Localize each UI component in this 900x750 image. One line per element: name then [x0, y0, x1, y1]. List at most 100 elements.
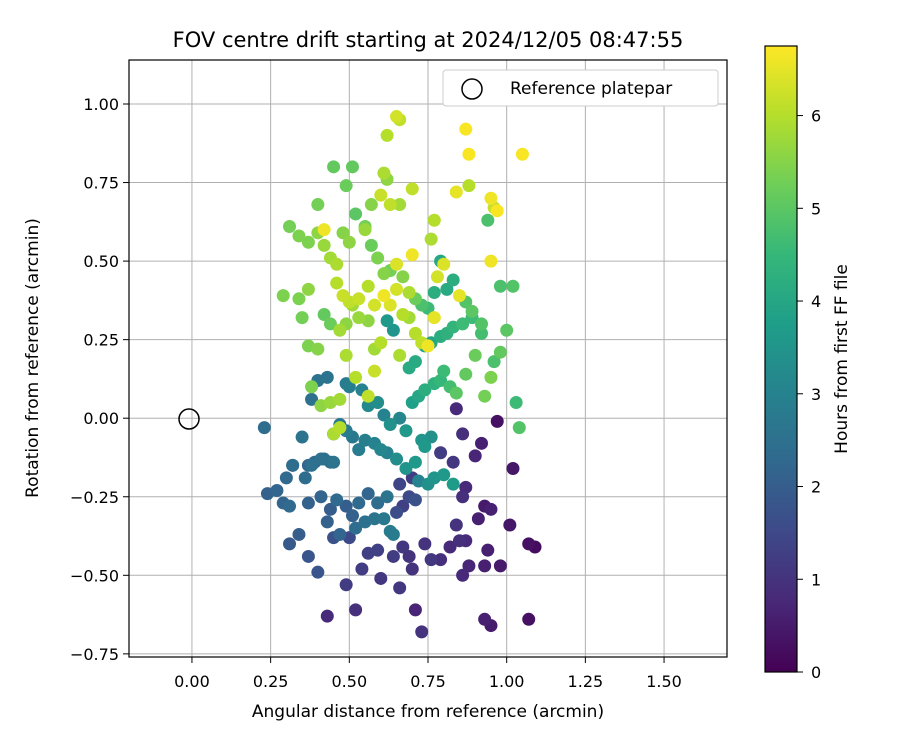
- data-point: [493, 279, 507, 293]
- colorbar-ticks: 0 1 2 3 4 5 6: [797, 107, 821, 682]
- data-point: [456, 490, 470, 504]
- y-axis-ticks: −0.75 −0.50 −0.25 0.00 0.25 0.50 0.75 1.00: [70, 95, 129, 664]
- data-point: [465, 304, 479, 318]
- legend-box: [442, 69, 719, 107]
- data-point: [367, 298, 381, 312]
- data-point: [345, 509, 359, 523]
- data-point: [330, 257, 344, 271]
- data-point: [371, 496, 385, 510]
- data-point: [437, 364, 451, 378]
- data-point: [380, 490, 394, 504]
- data-point: [333, 392, 347, 406]
- data-point: [352, 443, 366, 457]
- data-point: [408, 493, 422, 507]
- data-point: [342, 235, 356, 249]
- data-point: [506, 279, 520, 293]
- data-point: [386, 549, 400, 563]
- data-point: [320, 370, 334, 384]
- data-point: [386, 527, 400, 541]
- data-point: [405, 562, 419, 576]
- data-point: [393, 198, 407, 212]
- x-tick-label: 1.50: [646, 672, 682, 691]
- data-point: [440, 282, 454, 296]
- data-point: [427, 213, 441, 227]
- data-point: [449, 386, 463, 400]
- data-point: [323, 317, 337, 331]
- data-point: [349, 521, 363, 535]
- data-point: [292, 229, 306, 243]
- y-tick-label: 0.00: [83, 409, 119, 428]
- x-tick-label: 1.00: [489, 672, 525, 691]
- y-tick-label: 0.75: [83, 174, 119, 193]
- data-point: [270, 483, 284, 497]
- colorbar-label: Hours from first FF file: [832, 264, 852, 454]
- data-point: [374, 336, 388, 350]
- data-point: [493, 345, 507, 359]
- data-point: [522, 537, 536, 551]
- data-point: [408, 455, 422, 469]
- legend: Reference platepar: [442, 69, 719, 107]
- data-point: [314, 452, 328, 466]
- data-point: [301, 549, 315, 563]
- data-point: [427, 286, 441, 300]
- data-point: [317, 238, 331, 252]
- data-point: [449, 518, 463, 532]
- data-point: [427, 311, 441, 325]
- data-point: [471, 512, 485, 526]
- data-point: [286, 458, 300, 472]
- data-point: [484, 502, 498, 516]
- colorbar-tick-label: 4: [811, 292, 821, 311]
- data-point: [342, 380, 356, 394]
- data-point: [311, 565, 325, 579]
- data-point: [478, 559, 492, 573]
- data-point: [399, 461, 413, 475]
- data-point: [349, 370, 363, 384]
- y-tick-label: −0.75: [70, 645, 119, 664]
- data-point: [503, 518, 517, 532]
- data-point: [301, 282, 315, 296]
- data-point: [478, 612, 492, 626]
- data-point: [339, 179, 353, 193]
- data-point: [456, 427, 470, 441]
- x-tick-label: 0.75: [410, 672, 446, 691]
- data-point: [443, 540, 457, 554]
- grid-lines: [129, 60, 727, 657]
- data-point: [484, 191, 498, 205]
- data-point: [415, 625, 429, 639]
- data-point: [399, 424, 413, 438]
- data-point: [323, 502, 337, 516]
- data-point: [317, 308, 331, 322]
- data-point: [349, 207, 363, 221]
- data-point: [301, 496, 315, 510]
- data-point: [418, 383, 432, 397]
- data-point: [292, 292, 306, 306]
- data-point: [449, 185, 463, 199]
- data-point: [361, 389, 375, 403]
- data-point: [490, 204, 504, 218]
- data-point: [396, 308, 410, 322]
- data-point: [418, 537, 432, 551]
- x-tick-label: 0.50: [332, 672, 368, 691]
- data-point: [339, 499, 353, 513]
- colorbar-tick-label: 3: [811, 385, 821, 404]
- x-tick-label: 0.00: [174, 672, 210, 691]
- data-point: [446, 477, 460, 491]
- data-point: [393, 477, 407, 491]
- data-point: [333, 323, 347, 337]
- data-point: [320, 515, 334, 529]
- data-point: [361, 487, 375, 501]
- data-point: [490, 414, 504, 428]
- data-point: [462, 559, 476, 573]
- chart-title: FOV centre drift starting at 2024/12/05 …: [173, 28, 684, 52]
- data-point: [283, 537, 297, 551]
- colorbar-tick-label: 2: [811, 478, 821, 497]
- data-point: [408, 326, 422, 340]
- data-point: [298, 471, 312, 485]
- data-point: [393, 348, 407, 362]
- data-point: [374, 188, 388, 202]
- legend-label: Reference platepar: [510, 79, 672, 99]
- data-point: [380, 128, 394, 142]
- data-point: [408, 603, 422, 617]
- data-point: [393, 411, 407, 425]
